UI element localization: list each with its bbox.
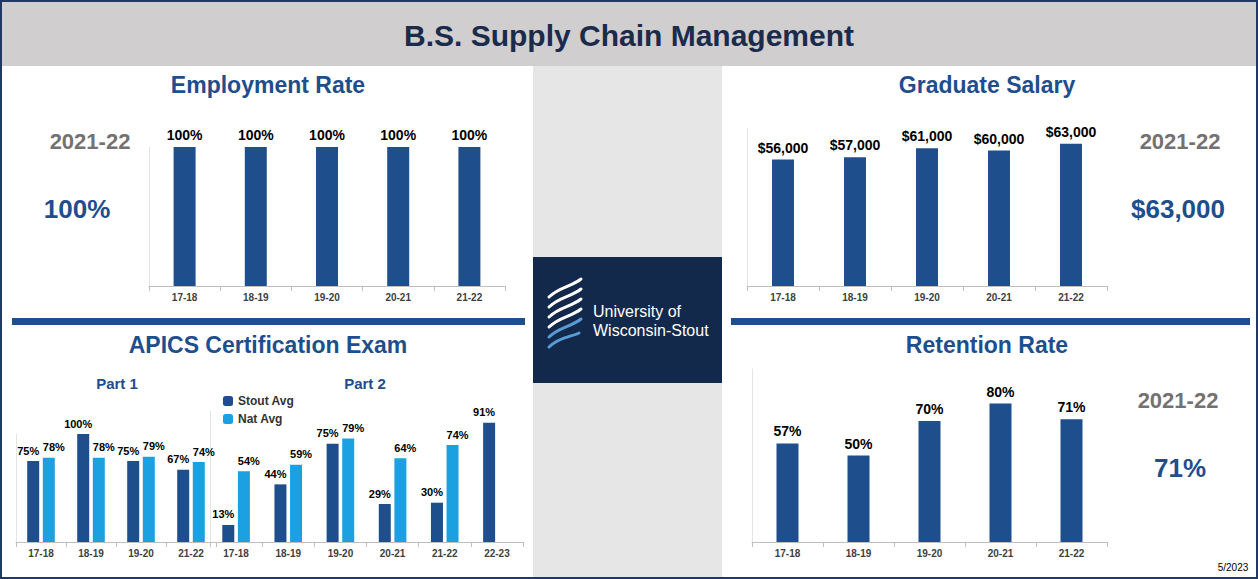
- svg-text:100%: 100%: [167, 127, 203, 143]
- svg-text:19-20: 19-20: [314, 292, 340, 303]
- svg-text:67%: 67%: [167, 453, 189, 465]
- svg-text:79%: 79%: [342, 422, 364, 434]
- svg-text:57%: 57%: [773, 423, 802, 439]
- svg-text:20-21: 20-21: [988, 548, 1014, 559]
- svg-text:18-19: 18-19: [846, 548, 872, 559]
- svg-text:70%: 70%: [915, 401, 944, 417]
- svg-text:50%: 50%: [844, 436, 873, 452]
- svg-text:100%: 100%: [451, 127, 487, 143]
- html-text:2021-22: 2021-22: [1137, 388, 1219, 413]
- svg-text:17-18: 17-18: [770, 292, 796, 303]
- html-text:B.S. Supply Chain Management: B.S. Supply Chain Management: [404, 19, 854, 52]
- svg-text:100%: 100%: [64, 418, 92, 430]
- html-text:5/2023: 5/2023: [1217, 562, 1249, 573]
- svg-text:$63,000: $63,000: [1046, 124, 1097, 140]
- svg-text:59%: 59%: [290, 448, 312, 460]
- svg-text:18-19: 18-19: [275, 548, 301, 559]
- svg-text:Nat Avg: Nat Avg: [238, 412, 282, 426]
- svg-text:30%: 30%: [421, 486, 443, 498]
- svg-text:64%: 64%: [394, 442, 416, 454]
- svg-text:13%: 13%: [212, 508, 234, 520]
- svg-text:18-19: 18-19: [243, 292, 269, 303]
- svg-text:20-21: 20-21: [986, 292, 1012, 303]
- svg-text:21-22: 21-22: [432, 548, 458, 559]
- html-text:Part 2: Part 2: [344, 374, 386, 392]
- html-text:Wisconsin-Stout: Wisconsin-Stout: [593, 322, 709, 339]
- html-text:$63,000: $63,000: [1131, 194, 1225, 224]
- svg-text:78%: 78%: [43, 441, 65, 453]
- svg-text:80%: 80%: [986, 384, 1015, 400]
- html-text:APICS Certification Exam: APICS Certification Exam: [128, 331, 408, 358]
- svg-text:100%: 100%: [380, 127, 416, 143]
- svg-text:17-18: 17-18: [28, 548, 54, 559]
- svg-text:20-21: 20-21: [380, 548, 406, 559]
- html-text:University of: University of: [593, 303, 681, 320]
- svg-text:100%: 100%: [238, 127, 274, 143]
- html-text:2021-22: 2021-22: [49, 129, 131, 154]
- svg-text:79%: 79%: [143, 440, 165, 452]
- svg-text:$57,000: $57,000: [830, 137, 881, 153]
- svg-text:18-19: 18-19: [842, 292, 868, 303]
- svg-text:17-18: 17-18: [223, 548, 249, 559]
- svg-text:17-18: 17-18: [172, 292, 198, 303]
- svg-text:29%: 29%: [369, 488, 391, 500]
- svg-text:75%: 75%: [117, 445, 139, 457]
- svg-text:22-23: 22-23: [484, 548, 510, 559]
- svg-text:21-22: 21-22: [457, 292, 483, 303]
- svg-text:91%: 91%: [473, 406, 495, 418]
- html-text:Retention Rate: Retention Rate: [905, 331, 1069, 358]
- svg-text:21-22: 21-22: [1058, 292, 1084, 303]
- svg-text:19-20: 19-20: [914, 292, 940, 303]
- html-text:Graduate Salary: Graduate Salary: [898, 71, 1076, 98]
- html-text:Employment Rate: Employment Rate: [170, 71, 366, 98]
- html-text:100%: 100%: [43, 194, 111, 224]
- svg-text:19-20: 19-20: [128, 548, 154, 559]
- svg-text:75%: 75%: [17, 445, 39, 457]
- svg-text:$61,000: $61,000: [902, 128, 953, 144]
- svg-text:18-19: 18-19: [78, 548, 104, 559]
- svg-text:21-22: 21-22: [1059, 548, 1085, 559]
- svg-text:74%: 74%: [447, 429, 469, 441]
- svg-text:74%: 74%: [193, 446, 215, 458]
- svg-text:20-21: 20-21: [385, 292, 411, 303]
- svg-text:$56,000: $56,000: [758, 140, 809, 156]
- svg-text:19-20: 19-20: [328, 548, 354, 559]
- svg-text:54%: 54%: [238, 455, 260, 467]
- svg-text:21-22: 21-22: [178, 548, 204, 559]
- svg-text:$60,000: $60,000: [974, 131, 1025, 147]
- html-text:2021-22: 2021-22: [1139, 129, 1221, 154]
- svg-text:17-18: 17-18: [775, 548, 801, 559]
- svg-text:78%: 78%: [93, 441, 115, 453]
- svg-text:71%: 71%: [1057, 399, 1086, 415]
- svg-text:100%: 100%: [309, 127, 345, 143]
- html-text:71%: 71%: [1154, 453, 1206, 483]
- html-text:Part 1: Part 1: [96, 374, 138, 392]
- svg-text:19-20: 19-20: [917, 548, 943, 559]
- svg-text:Stout Avg: Stout Avg: [238, 394, 294, 408]
- svg-text:75%: 75%: [317, 427, 339, 439]
- svg-text:44%: 44%: [264, 468, 286, 480]
